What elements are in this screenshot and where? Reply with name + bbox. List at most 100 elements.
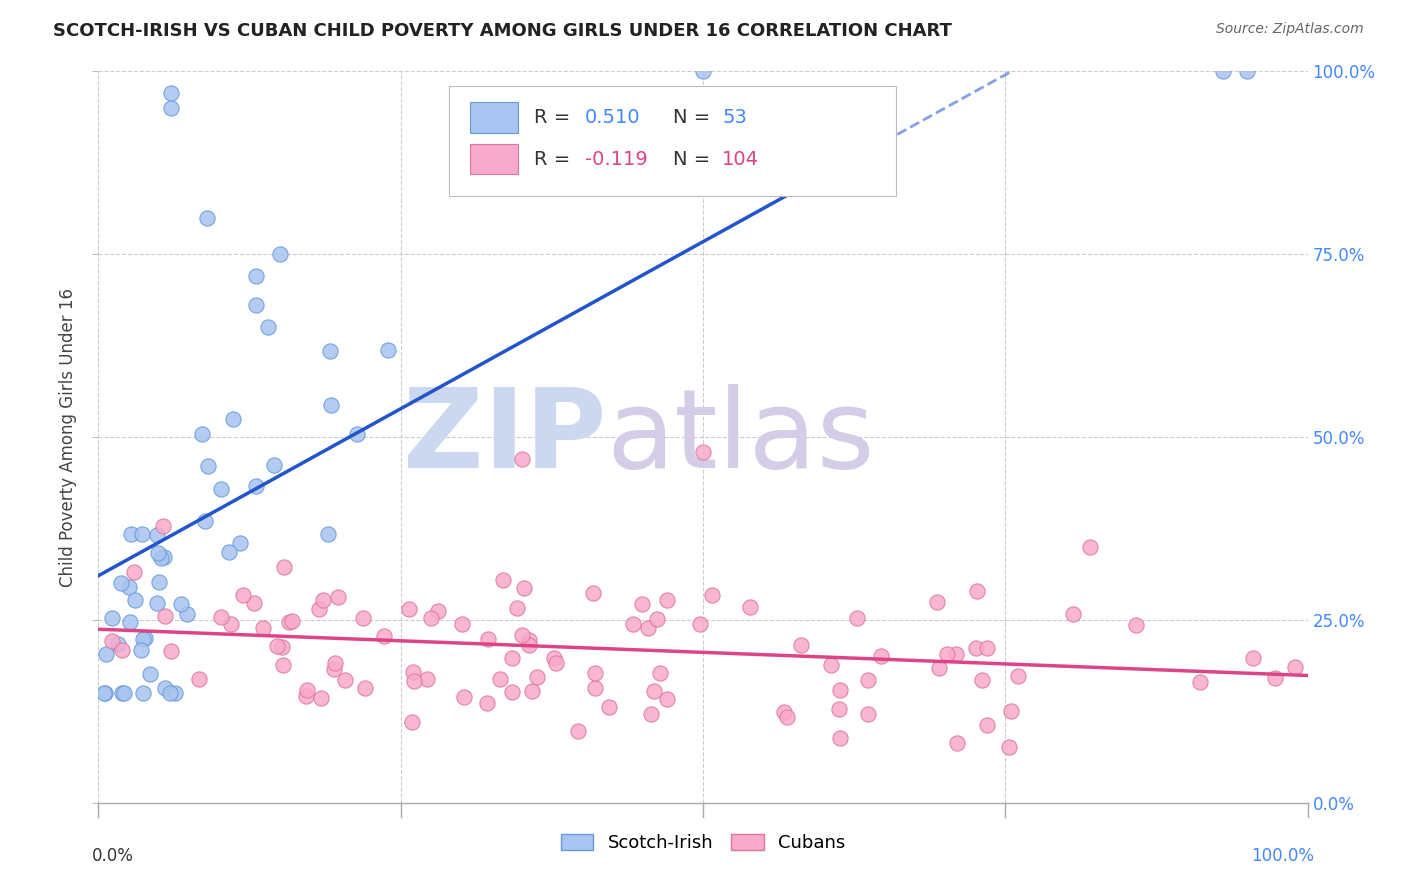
Point [567,724,589,739]
Point [544,656,567,670]
Point [221,412,243,426]
FancyBboxPatch shape [449,86,897,195]
Point [453,690,475,705]
Point [621,617,644,632]
Point [124,593,146,607]
Point [129,643,152,657]
Point [245,479,267,493]
Point [134,631,156,645]
Point [191,426,214,441]
Point [160,101,183,115]
Point [148,575,170,590]
Point [790,638,813,652]
Point [308,602,330,616]
Point [280,614,302,628]
Point [630,597,652,611]
Point [146,546,169,560]
Point [645,612,668,626]
Point [187,672,209,686]
Point [311,592,333,607]
Point [256,320,278,334]
Point [522,684,544,698]
Point [477,632,499,646]
Point [828,702,851,716]
Point [828,731,851,745]
Point [101,611,124,625]
Point [209,483,232,497]
Point [346,426,368,441]
Point [936,647,959,661]
Point [118,615,141,629]
Point [93,686,115,700]
Text: 100.0%: 100.0% [1250,847,1313,864]
Point [512,627,534,641]
Point [505,600,527,615]
Point [132,686,155,700]
Point [976,640,998,655]
Text: SCOTCH-IRISH VS CUBAN CHILD POVERTY AMONG GIRLS UNDER 16 CORRELATION CHART: SCOTCH-IRISH VS CUBAN CHILD POVERTY AMON… [53,22,952,40]
Point [869,649,891,664]
Point [513,581,536,595]
Point [689,616,711,631]
Point [165,686,187,700]
FancyBboxPatch shape [470,144,517,175]
Point [740,600,762,615]
Point [692,64,714,78]
Point [927,595,949,609]
Point [402,673,425,688]
Point [160,644,183,658]
Point [197,459,219,474]
Point [519,638,541,652]
Point [353,681,375,696]
Point [1264,671,1286,685]
Point [946,736,969,750]
Point [111,686,134,700]
Point [475,696,498,710]
Point [155,681,177,695]
Point [316,527,339,541]
Point [583,666,606,681]
Point [195,211,218,225]
Point [152,519,174,533]
Point [966,583,988,598]
Point [323,662,346,676]
Point [118,580,141,594]
Point [582,585,605,599]
Point [352,610,374,624]
Point [153,608,176,623]
Point [150,551,173,566]
Point [450,616,472,631]
Point [970,673,993,688]
Point [219,616,242,631]
Point [266,639,288,653]
Point [1125,618,1147,632]
Text: N =: N = [672,108,716,127]
Point [965,641,987,656]
Point [1212,64,1234,78]
Text: 0.510: 0.510 [585,108,640,127]
Point [856,707,879,722]
Point [519,632,541,647]
Point [271,658,294,673]
Point [1000,705,1022,719]
Point [398,602,420,616]
Point [323,657,346,671]
FancyBboxPatch shape [470,102,517,133]
Point [402,665,425,680]
Text: 0.0%: 0.0% [93,847,134,864]
Point [1007,669,1029,683]
Point [820,657,842,672]
Point [976,718,998,732]
Point [252,621,274,635]
Text: atlas: atlas [606,384,875,491]
Point [309,690,332,705]
Point [107,637,129,651]
Point [637,621,659,635]
Point [124,565,146,579]
Point [501,685,523,699]
Point [131,526,153,541]
Point [297,683,319,698]
Text: 53: 53 [723,108,747,127]
Point [1284,660,1306,674]
Point [1188,675,1211,690]
